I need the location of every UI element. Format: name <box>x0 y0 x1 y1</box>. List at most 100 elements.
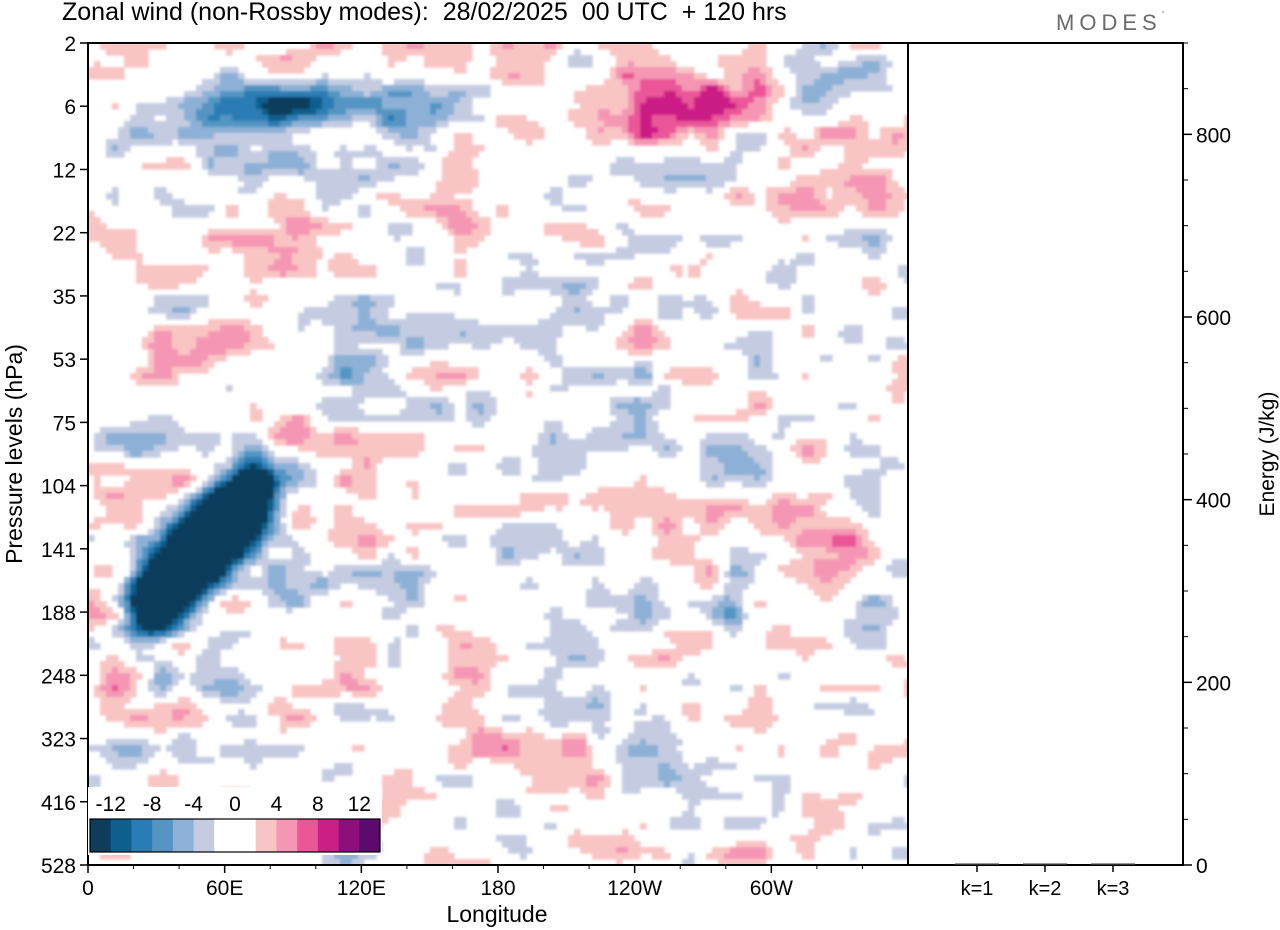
heatmap-cell <box>766 337 773 344</box>
heatmap-cell <box>172 379 179 386</box>
heatmap-cell <box>652 79 659 86</box>
heatmap-cell <box>580 55 587 62</box>
heatmap-cell <box>544 343 551 350</box>
heatmap-cell <box>148 361 155 368</box>
heatmap-cell <box>394 49 401 56</box>
heatmap-cell <box>634 43 641 50</box>
heatmap-cell <box>340 409 347 416</box>
heatmap-cell <box>700 439 707 446</box>
heatmap-cell <box>376 103 383 110</box>
heatmap-cell <box>208 505 215 512</box>
heatmap-cell <box>646 349 653 356</box>
heatmap-cell <box>724 97 731 104</box>
heatmap-cell <box>166 523 173 530</box>
heatmap-cell <box>250 511 257 518</box>
heatmap-cell <box>382 121 389 128</box>
heatmap-cell <box>436 49 443 56</box>
heatmap-cell <box>562 301 569 308</box>
heatmap-cell <box>226 535 233 542</box>
heatmap-cell <box>460 265 467 272</box>
heatmap-cell <box>154 529 161 536</box>
heatmap-cell <box>472 229 479 236</box>
heatmap-cell <box>520 277 527 284</box>
heatmap-cell <box>106 145 113 152</box>
heatmap-cell <box>838 169 845 176</box>
heatmap-cell <box>112 511 119 518</box>
heatmap-cell <box>394 235 401 242</box>
heatmap-cell <box>178 199 185 206</box>
heatmap-cell <box>436 43 443 50</box>
heatmap-cell <box>232 133 239 140</box>
heatmap-cell <box>208 85 215 92</box>
heatmap-cell <box>388 325 395 332</box>
heatmap-cell <box>352 481 359 488</box>
heatmap-cell <box>592 283 599 290</box>
heatmap-cell <box>250 493 257 500</box>
heatmap-cell <box>832 175 839 182</box>
heatmap-cell <box>532 127 539 134</box>
heatmap-cell <box>214 169 221 176</box>
heatmap-cell <box>622 121 629 128</box>
heatmap-cell <box>364 475 371 482</box>
heatmap-cell <box>328 307 335 314</box>
heatmap-cell <box>664 511 671 518</box>
heatmap-cell <box>598 115 605 122</box>
heatmap-cell <box>292 439 299 446</box>
heatmap-cell <box>346 181 353 188</box>
heatmap-cell <box>718 505 725 512</box>
heatmap-cell <box>532 283 539 290</box>
heatmap-cell <box>340 349 347 356</box>
heatmap-cell <box>442 193 449 200</box>
heatmap-cell <box>184 511 191 518</box>
heatmap-cell <box>358 379 365 386</box>
heatmap-cell <box>376 457 383 464</box>
heatmap-cell <box>130 373 137 380</box>
heatmap-cell <box>658 121 665 128</box>
heatmap-cell <box>628 49 635 56</box>
heatmap-cell <box>346 193 353 200</box>
heatmap-cell <box>436 181 443 188</box>
heatmap-cell <box>178 313 185 320</box>
heatmap-cell <box>232 43 239 50</box>
heatmap-cell <box>154 271 161 278</box>
heatmap-cell <box>280 505 287 512</box>
heatmap-cell <box>634 175 641 182</box>
heatmap-cell <box>622 295 629 302</box>
heatmap-cell <box>538 337 545 344</box>
heatmap-cell <box>718 175 725 182</box>
heatmap-cell <box>700 445 707 452</box>
heatmap-cell <box>496 121 503 128</box>
heatmap-cell <box>412 403 419 410</box>
heatmap-cell <box>280 235 287 242</box>
heatmap-cell <box>256 139 263 146</box>
heatmap-cell <box>628 115 635 122</box>
heatmap-cell <box>556 475 563 482</box>
heatmap-cell <box>154 487 161 494</box>
heatmap-cell <box>460 373 467 380</box>
heatmap-cell <box>622 223 629 230</box>
heatmap-cell <box>346 331 353 338</box>
heatmap-cell <box>250 241 257 248</box>
heatmap-cell <box>778 163 785 170</box>
heatmap-cell <box>820 139 827 146</box>
heatmap-cell <box>412 109 419 116</box>
heatmap-cell <box>190 331 197 338</box>
heatmap-cell <box>544 433 551 440</box>
heatmap-cell <box>268 229 275 236</box>
heatmap-cell <box>862 61 869 68</box>
heatmap-cell <box>172 343 179 350</box>
heatmap-cell <box>130 235 137 242</box>
heatmap-cell <box>550 445 557 452</box>
heatmap-cell <box>898 271 905 278</box>
heatmap-cell <box>364 523 371 530</box>
heatmap-cell <box>634 49 641 56</box>
heatmap-cell <box>868 505 875 512</box>
heatmap-cell <box>364 445 371 452</box>
heatmap-cell <box>502 469 509 476</box>
heatmap-cell <box>448 367 455 374</box>
heatmap-cell <box>844 229 851 236</box>
heatmap-cell <box>778 427 785 434</box>
heatmap-cell <box>568 205 575 212</box>
heatmap-cell <box>304 235 311 242</box>
heatmap-cell <box>460 247 467 254</box>
